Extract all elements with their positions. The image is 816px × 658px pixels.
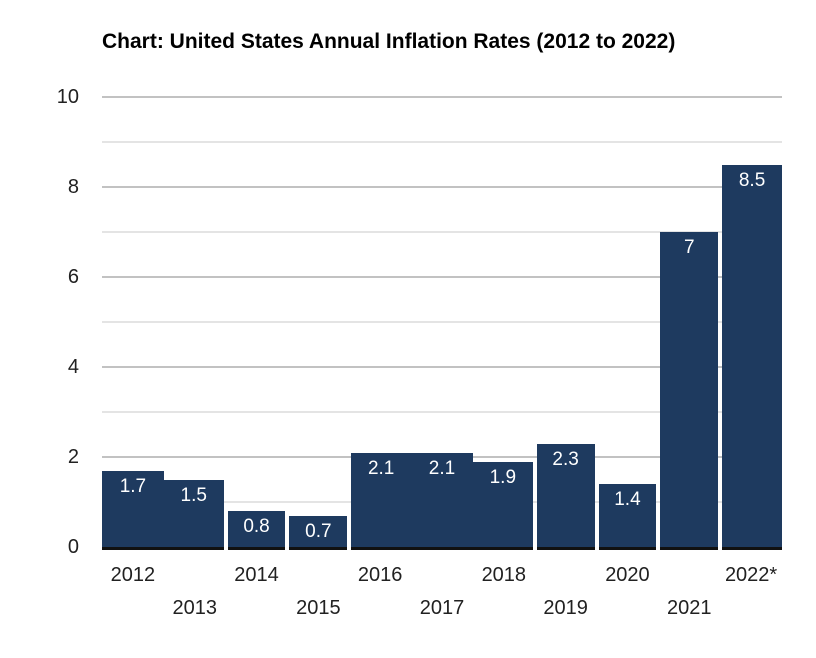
minor-gridline-7	[102, 231, 782, 233]
x-tick-label-2019: 2019	[543, 597, 588, 619]
bar-2020: 1.4	[598, 484, 657, 550]
y-tick-label-0: 0	[67, 536, 79, 558]
x-tick-label-2016: 2016	[357, 564, 403, 586]
bar-value-label-2015: 0.7	[305, 520, 332, 542]
bar-value-label-2021: 7	[683, 237, 695, 258]
y-tick-label-10: 10	[56, 86, 79, 108]
bar-2019: 2.3	[536, 443, 595, 550]
x-tick-label-2013: 2013	[172, 597, 217, 619]
bar-value-label-2018: 1.9	[489, 466, 517, 488]
bar-2018: 1.9	[472, 461, 533, 550]
major-gridline-10	[102, 96, 782, 98]
x-tick-label-2018: 2018	[481, 564, 527, 586]
x-tick-label-2017: 2017	[419, 597, 465, 619]
x-tick-label-2021: 2021	[667, 597, 712, 619]
bar-2012: 1.7	[102, 470, 164, 550]
bar-2017: 2.1	[411, 452, 473, 550]
x-tick-label-2014: 2014	[234, 564, 279, 586]
minor-gridline-9	[102, 141, 782, 143]
bar-value-label-2014: 0.8	[243, 516, 270, 537]
bar-value-label-2022*: 8.5	[738, 169, 766, 191]
bar-value-label-2012: 1.7	[119, 475, 147, 497]
bar-value-label-2019: 2.3	[552, 448, 579, 470]
bar-2014: 0.8	[227, 511, 286, 550]
bar-2022*: 8.5	[722, 164, 782, 550]
bar-value-label-2016: 2.1	[367, 457, 395, 479]
bar-value-label-2017: 2.1	[428, 457, 456, 479]
major-gridline-6	[102, 276, 782, 278]
minor-gridline-5	[102, 321, 782, 323]
chart-title: Chart: United States Annual Inflation Ra…	[102, 30, 676, 53]
bar-value-label-2020: 1.4	[614, 489, 641, 510]
bar-value-label-2013: 1.5	[180, 484, 207, 506]
y-tick-label-4: 4	[67, 356, 79, 378]
plot-area: 1.7 1.5 0.8 0.7 2.1 2.1 1.9 2.3 1.4 7 8.5	[102, 96, 782, 550]
y-tick-label-2: 2	[67, 446, 79, 468]
y-tick-label-8: 8	[67, 176, 79, 198]
bar-2015: 0.7	[289, 515, 348, 550]
bar-2013: 1.5	[163, 479, 224, 550]
bar-2016: 2.1	[351, 452, 412, 550]
x-tick-label-2020: 2020	[605, 564, 650, 586]
x-tick-label-2012: 2012	[110, 564, 156, 586]
x-tick-label-2022*: 2022*	[724, 564, 778, 586]
minor-gridline-3	[102, 411, 782, 413]
x-tick-label-2015: 2015	[296, 597, 341, 619]
bar-2021: 7	[660, 232, 719, 550]
major-gridline-8	[102, 186, 782, 188]
major-gridline-4	[102, 366, 782, 368]
y-tick-label-6: 6	[67, 266, 79, 288]
